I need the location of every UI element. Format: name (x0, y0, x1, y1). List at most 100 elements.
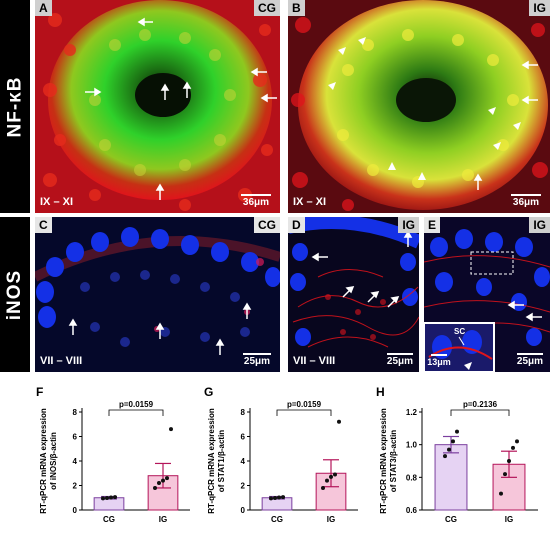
scale-label-d: 25μm (386, 356, 414, 367)
micrograph-c-image (35, 217, 280, 372)
stage-label-b: IX – XI (293, 196, 327, 208)
data-point-h-ig (507, 459, 511, 463)
micrograph-d-image (288, 217, 419, 372)
significance-bracket-f (108, 409, 164, 416)
chart-f: F RT-qPCR mRNA expression of iNOS/β-actin 0… (30, 382, 200, 532)
y-tick-label-f: 4 (73, 457, 78, 466)
data-point-g-ig (333, 472, 337, 477)
data-point-f-ig (153, 485, 157, 490)
stage-label-a: IX – XI (40, 196, 74, 208)
data-point-h-cg (451, 439, 455, 444)
inset-scale-bar-e: 13μm (426, 354, 452, 367)
group-label-e: IG (529, 217, 550, 233)
y-tick-label-f: 0 (73, 506, 78, 515)
data-point-g-ig (329, 474, 333, 479)
chart-h: H RT-qPCR mRNA expression of STAT3/β-actin… (370, 382, 548, 532)
bar-f-cg (93, 497, 125, 511)
stage-label-d: VII – VIII (293, 355, 336, 367)
data-point-f-ig (161, 478, 165, 483)
micrograph-b-image (288, 0, 550, 213)
y-tick-label-g: 4 (241, 457, 246, 466)
panel-letter-e: E (424, 217, 441, 233)
significance-bracket-g (276, 409, 332, 416)
panel-letter-c: C (35, 217, 52, 233)
y-axis-label-line2-f: of iNOS/β-actin (49, 432, 58, 490)
scale-bar-a: 36μm (237, 194, 275, 208)
x-tick-label-g-ig: IG (327, 515, 335, 524)
y-tick-label-g: 8 (241, 408, 246, 417)
scale-bar-c: 25μm (239, 353, 275, 367)
x-tick-label-h-ig: IG (505, 515, 513, 524)
x-tick-label-h-cg: CG (445, 515, 457, 524)
data-point-h-cg (443, 454, 447, 459)
scale-label-a: 36μm (242, 197, 270, 208)
data-point-h-ig (511, 445, 515, 450)
y-axis-label-line1-f: RT-qPCR mRNA expression (39, 408, 48, 514)
data-point-g-cg (269, 496, 273, 501)
chart-h-svg: H RT-qPCR mRNA expression of STAT3/β-actin… (376, 385, 538, 524)
micrograph-panel-d: D IG VII – VIII 25μm (288, 217, 419, 372)
panel-letter-f: F (36, 385, 43, 399)
y-tick-label-h: 1.2 (406, 408, 418, 417)
y-tick-label-f: 8 (73, 408, 78, 417)
micrograph-a-image (35, 0, 280, 213)
data-point-g-ig (325, 478, 329, 483)
inset-scale-label-e: 13μm (427, 357, 451, 367)
data-point-f-ig (157, 481, 161, 486)
group-label-c: CG (254, 217, 280, 233)
panel-letter-a: A (35, 0, 52, 16)
micrograph-panel-c: C CG VII – VIII 25μm (35, 217, 280, 372)
data-point-h-cg (455, 429, 459, 434)
y-tick-label-h: 0.8 (406, 473, 418, 482)
panel-letter-g: G (204, 385, 213, 399)
significance-bracket-h (450, 409, 510, 416)
data-point-g-ig (321, 485, 325, 490)
panel-letter-d: D (288, 217, 305, 233)
x-tick-label-f-ig: IG (159, 515, 167, 524)
micrograph-e-image (424, 217, 550, 372)
bar-g-cg (261, 497, 293, 511)
data-point-g-ig (337, 419, 341, 424)
stage-label-c: VII – VIII (40, 355, 83, 367)
chart-g-svg: G RT-qPCR mRNA expression of STAT1/β-actin… (204, 385, 358, 524)
micrograph-panel-b: B IG IX – XI 36μm (288, 0, 550, 213)
row-label-inos-text: iNOS (4, 269, 26, 320)
p-value-g: p=0.0159 (287, 400, 322, 409)
data-point-f-cg (113, 495, 117, 500)
group-label-a: CG (254, 0, 280, 16)
row-label-nfkb: NF-κB (0, 0, 30, 213)
row-label-inos: iNOS (0, 217, 30, 372)
chart-g: G RT-qPCR mRNA expression of STAT1/β-actin… (198, 382, 368, 532)
panel-letter-b: B (288, 0, 305, 16)
data-point-h-ig (499, 491, 503, 496)
y-tick-label-g: 2 (241, 482, 246, 491)
scale-label-c: 25μm (243, 356, 271, 367)
p-value-h: p=0.2136 (463, 400, 498, 409)
y-tick-label-g: 0 (241, 506, 246, 515)
x-tick-label-f-cg: CG (103, 515, 115, 524)
data-point-g-cg (277, 495, 281, 500)
scale-bar-e: 25μm (512, 353, 548, 367)
data-point-f-cg (105, 495, 109, 500)
data-point-g-cg (281, 495, 285, 500)
scale-bar-b: 36μm (507, 194, 545, 208)
panel-letter-h: H (376, 385, 385, 399)
x-tick-label-g-cg: CG (271, 515, 283, 524)
data-point-h-ig (503, 472, 507, 477)
y-axis-label-line1-h: RT-qPCR mRNA expression (379, 408, 388, 514)
y-axis-label-line2-g: of STAT1/β-actin (217, 430, 226, 492)
y-tick-label-f: 6 (73, 433, 78, 442)
group-label-d: IG (398, 217, 419, 233)
scale-bar-d: 25μm (383, 353, 417, 367)
data-point-f-cg (109, 495, 113, 500)
micrograph-panel-e: E IG SC 13μm 25μm (424, 217, 550, 372)
bar-h-cg (434, 444, 468, 511)
scale-label-b: 36μm (512, 197, 540, 208)
row-label-nfkb-text: NF-κB (4, 76, 26, 137)
data-point-h-ig (515, 439, 519, 444)
y-tick-label-h: 0.6 (406, 506, 418, 515)
y-tick-label-h: 1.0 (406, 441, 418, 450)
group-label-b: IG (529, 0, 550, 16)
y-tick-label-g: 6 (241, 433, 246, 442)
micrograph-panel-a: A CG IX – XI 36μm (35, 0, 280, 213)
